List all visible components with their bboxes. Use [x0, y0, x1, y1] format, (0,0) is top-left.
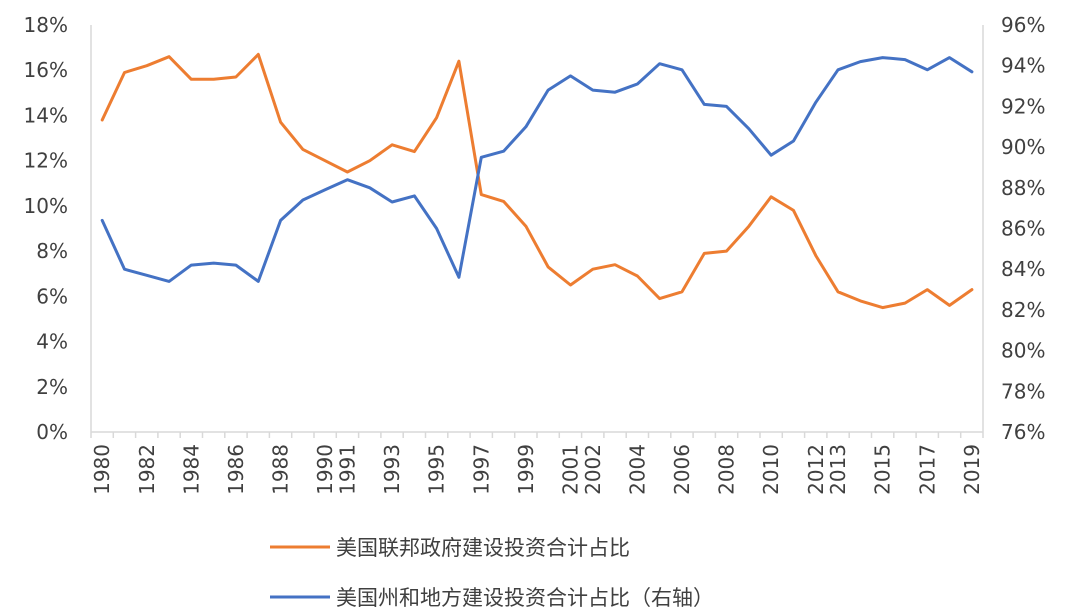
left-axis-tick-label: 6% [36, 284, 68, 308]
x-axis-tick-label: 2006 [670, 444, 694, 495]
left-axis-tick-label: 8% [36, 239, 68, 263]
left-axis-tick-label: 16% [24, 58, 68, 82]
x-axis-tick-label: 1997 [469, 444, 493, 495]
right-axis-tick-label: 90% [1001, 135, 1045, 159]
x-axis-tick-label: 2010 [759, 444, 783, 495]
x-axis-ticks [90, 432, 984, 438]
x-axis-tick-label: 2002 [581, 444, 605, 495]
right-axis-tick-label: 76% [1001, 420, 1045, 444]
x-axis-tick-label: 2017 [915, 444, 939, 495]
left-axis-tick-label: 0% [36, 420, 68, 444]
x-axis-tick-label: 1986 [224, 444, 248, 495]
x-axis-tick-label: 2008 [715, 444, 739, 495]
legend-item-federal: 美国联邦政府建设投资合计占比 [270, 536, 630, 560]
legend: 美国联邦政府建设投资合计占比 美国州和地方建设投资合计占比（右轴） [270, 536, 714, 610]
right-axis-tick-label: 86% [1001, 217, 1045, 241]
right-axis-tick-label: 82% [1001, 298, 1045, 322]
x-axis-tick-label: 1984 [179, 444, 203, 495]
legend-label-state-local: 美国州和地方建设投资合计占比（右轴） [336, 586, 714, 610]
left-axis-tick-label: 2% [36, 375, 68, 399]
series-line-federal [100, 52, 974, 310]
right-axis-tick-label: 94% [1001, 54, 1045, 78]
left-axis-tick-label: 4% [36, 330, 68, 354]
left-axis-tick-label: 10% [24, 194, 68, 218]
x-axis-tick-label: 2001 [558, 444, 582, 495]
series-lines [100, 52, 974, 310]
right-axis-tick-labels: 76% 78% 80% 82% 84% 86% 88% 90% 92% 94% 96% [1001, 13, 1045, 444]
legend-item-state-local: 美国州和地方建设投资合计占比（右轴） [270, 586, 714, 610]
x-axis-tick-label: 2013 [826, 444, 850, 495]
series-line-state-local [100, 56, 974, 283]
right-axis-tick-label: 80% [1001, 339, 1045, 363]
right-axis-tick-label: 92% [1001, 94, 1045, 118]
right-axis-tick-label: 84% [1001, 257, 1045, 281]
x-axis-tick-label: 1995 [425, 444, 449, 495]
x-axis-tick-label: 1999 [514, 444, 538, 495]
x-axis-tick-label: 2004 [625, 444, 649, 495]
right-axis-tick-label: 96% [1001, 13, 1045, 37]
right-axis-tick-label: 78% [1001, 379, 1045, 403]
left-axis-tick-labels: 0% 2% 4% 6% 8% 10% 12% 14% 16% 18% [24, 13, 68, 444]
right-axis-tick-label: 88% [1001, 176, 1045, 200]
x-axis-tick-label: 1982 [135, 444, 159, 495]
x-axis-tick-label: 1993 [380, 444, 404, 495]
legend-label-federal: 美国联邦政府建设投资合计占比 [336, 536, 630, 560]
x-axis-tick-label: 1990 [313, 444, 337, 495]
x-axis-tick-label: 2015 [871, 444, 895, 495]
x-axis-tick-label: 2019 [960, 444, 984, 495]
left-axis-tick-label: 12% [24, 149, 68, 173]
x-axis-tick-label: 2012 [804, 444, 828, 495]
x-axis-tick-label: 1988 [269, 444, 293, 495]
x-axis-tick-label: 1980 [90, 444, 114, 495]
x-axis-tick-label: 1991 [335, 444, 359, 495]
left-axis-tick-label: 14% [24, 103, 68, 127]
left-axis-tick-label: 18% [24, 13, 68, 37]
